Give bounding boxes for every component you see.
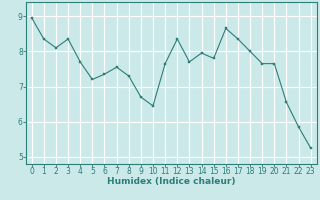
X-axis label: Humidex (Indice chaleur): Humidex (Indice chaleur) (107, 177, 236, 186)
